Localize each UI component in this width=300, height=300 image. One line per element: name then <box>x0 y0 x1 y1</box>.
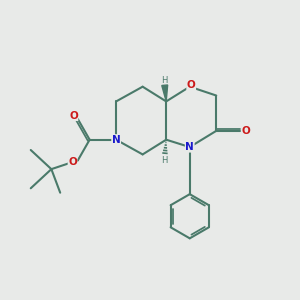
Text: N: N <box>185 142 194 152</box>
Text: H: H <box>161 156 168 165</box>
Text: N: N <box>112 135 121 145</box>
Text: O: O <box>69 110 78 121</box>
Text: O: O <box>187 80 196 90</box>
Text: O: O <box>68 157 77 167</box>
Text: H: H <box>161 76 168 85</box>
Polygon shape <box>162 85 168 101</box>
Text: O: O <box>242 126 251 136</box>
